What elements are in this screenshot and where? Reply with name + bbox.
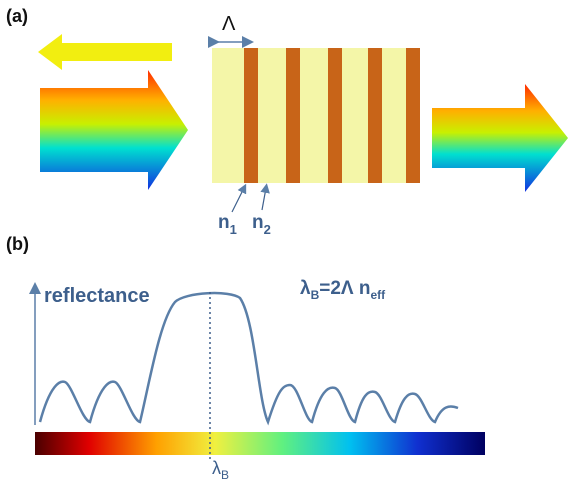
y-axis-label: reflectance [44, 285, 150, 307]
panel-label: (b) [6, 234, 29, 254]
n2-pointer [260, 183, 270, 211]
output-arrow [432, 84, 568, 192]
bragg-label: λB [212, 458, 229, 482]
n2-label: n2 [252, 212, 271, 237]
grating [212, 48, 420, 183]
reflectance-curve [38, 291, 459, 426]
n1-label: n1 [218, 212, 237, 237]
period-label: Λ [222, 13, 236, 35]
panel-label: (a) [6, 6, 28, 26]
spectrum-bar [35, 432, 485, 455]
n1-pointer [231, 183, 247, 213]
grating-stripes [244, 48, 420, 183]
equation: λB=2Λ neff [300, 278, 386, 302]
reflected-arrow [38, 34, 172, 70]
input-arrow [40, 70, 188, 190]
